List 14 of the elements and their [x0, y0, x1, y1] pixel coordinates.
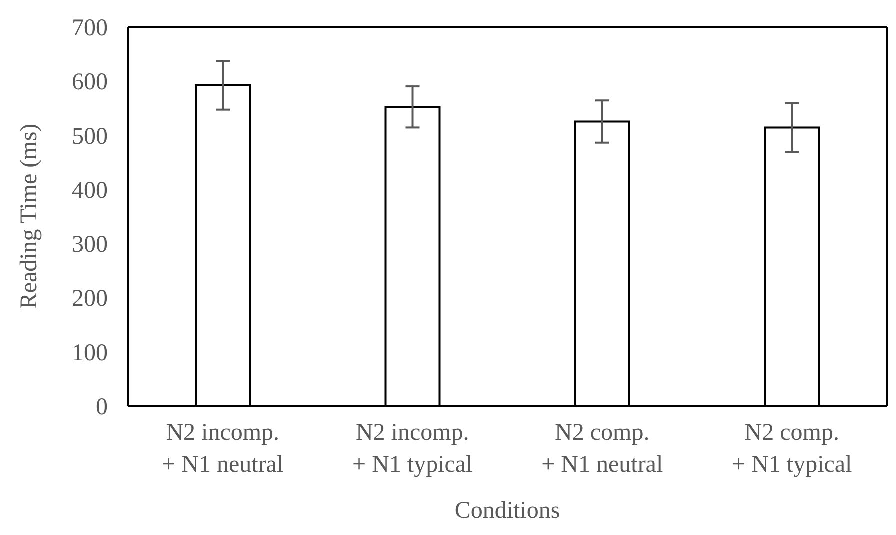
y-tick-label: 200 — [72, 286, 108, 312]
y-tick-label: 0 — [96, 394, 108, 421]
x-axis-title: Conditions — [454, 498, 560, 524]
x-tick-label: N2 incomp. + N1 neutral — [162, 420, 284, 478]
y-axis-title: Reading Time (ms) — [16, 124, 43, 310]
y-tick-label: 500 — [72, 124, 108, 150]
y-tick-label: 400 — [72, 178, 108, 204]
y-tick-label: 700 — [72, 16, 108, 42]
x-tick-label: N2 incomp. + N1 typical — [352, 420, 474, 478]
y-tick-label: 600 — [72, 70, 108, 96]
x-tick-label: N2 comp. + N1 typical — [732, 420, 853, 478]
y-tick-label: 300 — [72, 232, 108, 258]
y-tick-label: 100 — [72, 340, 108, 366]
x-tick-label: N2 comp. + N1 neutral — [542, 420, 664, 478]
